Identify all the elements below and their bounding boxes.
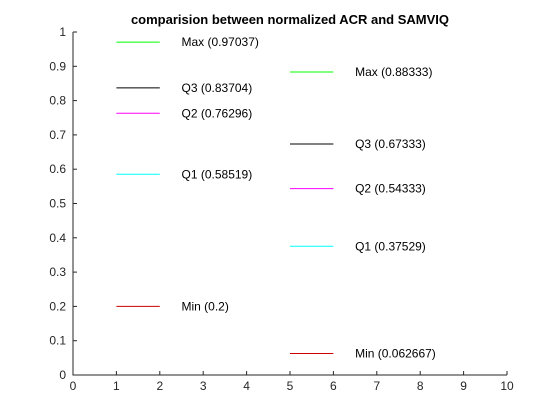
y-tick-label: 0.2 [49,299,66,313]
stat-label-min: Min (0.062667) [355,347,436,361]
stat-label-max: Max (0.97037) [182,35,259,49]
axes-lines [73,32,507,375]
x-tick-label: 9 [460,379,467,393]
stat-label-q1: Q1 (0.37529) [355,239,426,253]
x-tick-label: 2 [156,379,163,393]
y-tick-label: 0.3 [49,265,66,279]
x-tick-label: 3 [200,379,207,393]
stat-label-min: Min (0.2) [182,299,229,313]
y-tick-label: 0.7 [49,128,66,142]
y-tick-label: 1 [59,25,66,39]
stat-label-q1: Q1 (0.58519) [182,167,253,181]
y-tick-label: 0.6 [49,162,66,176]
y-tick-label: 0.4 [49,231,66,245]
stat-label-q2: Q2 (0.76296) [182,106,253,120]
x-tick-label: 4 [243,379,250,393]
x-tick-label: 8 [417,379,424,393]
x-tick-label: 6 [330,379,337,393]
plot-area: 0 1 2 3 4 5 6 7 8 9 10 0 0.1 0.2 0.3 0.4 0.5 0.6 0.7 0.8 0.… [49,25,514,393]
x-tick-label: 0 [70,379,77,393]
x-tick-label: 7 [373,379,380,393]
y-tick-label: 0.9 [49,59,66,73]
stat-label-q2: Q2 (0.54333) [355,182,426,196]
x-axis: 0 1 2 3 4 5 6 7 8 9 10 [70,371,514,393]
x-tick-label: 1 [113,379,120,393]
y-tick-label: 0 [59,368,66,382]
y-tick-label: 0.1 [49,334,66,348]
stat-label-max: Max (0.88333) [355,65,432,79]
stat-label-q3: Q3 (0.83704) [182,81,253,95]
y-tick-label: 0.5 [49,197,66,211]
stat-label-q3: Q3 (0.67333) [355,137,426,151]
x-tick-label: 5 [287,379,294,393]
data-marks: Max (0.97037) Q3 (0.83704) Q2 (0.76296) Q1 … [116,35,435,360]
y-tick-label: 0.8 [49,94,66,108]
x-tick-label: 10 [500,379,514,393]
chart-title: comparision between normalized ACR and S… [131,12,449,27]
